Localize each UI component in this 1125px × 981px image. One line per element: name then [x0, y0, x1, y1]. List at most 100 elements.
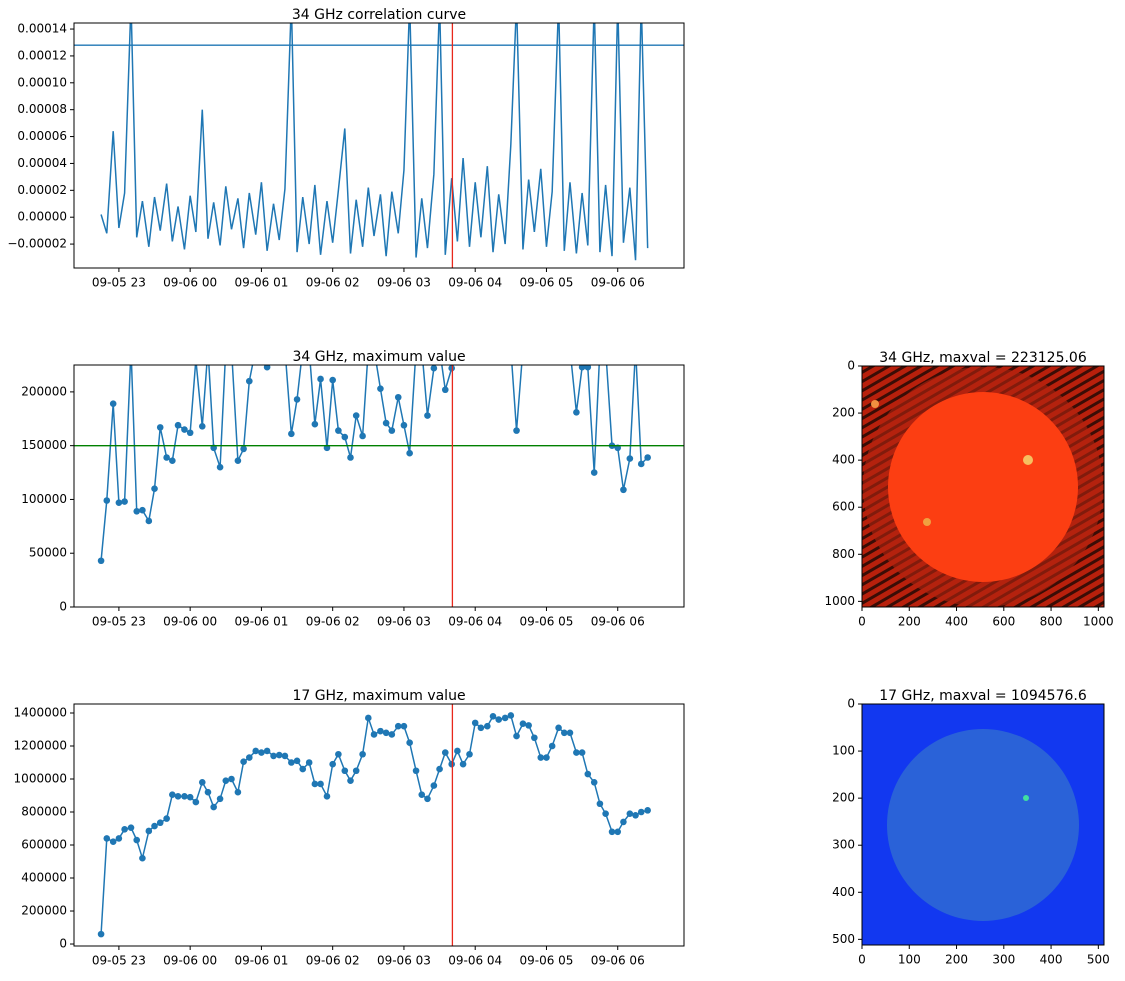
data-point [388, 427, 396, 434]
x-tick-label: 400 [1040, 953, 1063, 967]
data-point [501, 714, 509, 722]
image-34ghz [862, 366, 1104, 607]
data-point [584, 770, 592, 778]
y-tick-label: 800 [832, 547, 855, 561]
data-point [382, 729, 390, 737]
bright-spot [1023, 795, 1029, 801]
data-point [341, 433, 349, 441]
data-point [109, 400, 117, 408]
data-line [100, 23, 649, 261]
chart-title: 17 GHz, maximum value [292, 688, 465, 704]
data-point [299, 765, 307, 773]
data-point [471, 719, 479, 727]
y-tick-label: 0 [847, 697, 855, 711]
data-point [626, 455, 634, 462]
data-point [352, 412, 360, 419]
y-tick-label: 0.00000 [17, 210, 67, 224]
data-point [282, 346, 289, 353]
data-point [418, 791, 426, 798]
data-point [139, 854, 146, 862]
x-tick-label: 0 [858, 615, 866, 629]
y-tick-label: 500 [832, 932, 855, 946]
data-point [311, 420, 319, 428]
data-point [602, 810, 609, 817]
x-tick-label: 09-06 05 [519, 954, 573, 968]
x-tick-label: 09-06 02 [306, 954, 360, 968]
data-point [584, 365, 592, 371]
y-tick-label: 200000 [21, 384, 67, 398]
x-tick-label: 09-06 02 [306, 615, 360, 629]
data-point [288, 759, 295, 766]
x-tick-label: 500 [1087, 953, 1110, 967]
data-point [263, 365, 271, 371]
x-tick-label: 09-06 01 [234, 615, 288, 629]
data-point [258, 749, 265, 756]
data-point [400, 722, 408, 730]
x-tick-label: 09-06 04 [448, 276, 502, 290]
data-point [240, 758, 247, 765]
data-point [145, 827, 153, 835]
data-point [430, 365, 438, 372]
data-point [637, 808, 645, 816]
data-point [329, 376, 336, 384]
data-point [448, 365, 455, 372]
data-point [573, 749, 580, 756]
data-point [490, 346, 497, 353]
chart-title: 34 GHz correlation curve [292, 7, 466, 23]
x-tick-label: 09-06 05 [519, 276, 573, 290]
data-point [222, 777, 230, 784]
axes-frame [73, 364, 685, 608]
data-point [406, 449, 413, 457]
data-point [270, 346, 277, 353]
bright-spot [923, 518, 931, 526]
data-point [507, 712, 515, 719]
data-point [145, 517, 153, 525]
data-point [258, 346, 265, 353]
x-tick-label: 09-06 06 [591, 276, 645, 290]
data-point [293, 757, 301, 765]
y-tick-label: 150000 [21, 438, 67, 452]
data-point [163, 454, 170, 461]
data-point [377, 727, 384, 735]
data-point [412, 767, 420, 775]
x-tick-label: 1000 [1083, 615, 1114, 629]
y-tick-label: 0.00014 [17, 22, 67, 36]
data-point [335, 750, 342, 758]
data-point [548, 742, 556, 750]
data-point [198, 423, 206, 430]
data-point [525, 722, 532, 729]
data-point [103, 497, 111, 504]
data-point [502, 346, 509, 353]
data-point [317, 780, 324, 788]
data-point [234, 457, 242, 465]
data-point [270, 752, 277, 760]
data-point [103, 835, 111, 842]
data-point [128, 346, 135, 353]
data-point [573, 409, 580, 416]
chart-title: 34 GHz, maximum value [292, 349, 465, 365]
data-point [127, 824, 135, 831]
data-point [602, 346, 609, 353]
data-point [543, 754, 550, 761]
sun-disk [888, 392, 1078, 582]
x-tick-label: 09-06 03 [377, 276, 431, 290]
chart-title: 34 GHz, maxval = 223125.06 [879, 350, 1087, 366]
axes-frame [73, 22, 685, 269]
data-point [448, 760, 455, 768]
x-tick-label: 09-06 01 [234, 954, 288, 968]
data-point [359, 750, 366, 758]
data-point [519, 720, 527, 728]
data-point [186, 793, 194, 801]
data-point [424, 795, 431, 803]
data-point [377, 385, 384, 392]
data-point [477, 724, 485, 732]
data-point [115, 835, 123, 842]
bright-spot [1023, 455, 1033, 465]
data-point [489, 712, 497, 720]
data-point [115, 499, 123, 506]
data-point [406, 739, 413, 746]
data-point [632, 346, 639, 353]
data-point [133, 836, 141, 844]
data-point [561, 346, 568, 353]
data-point [620, 486, 627, 494]
